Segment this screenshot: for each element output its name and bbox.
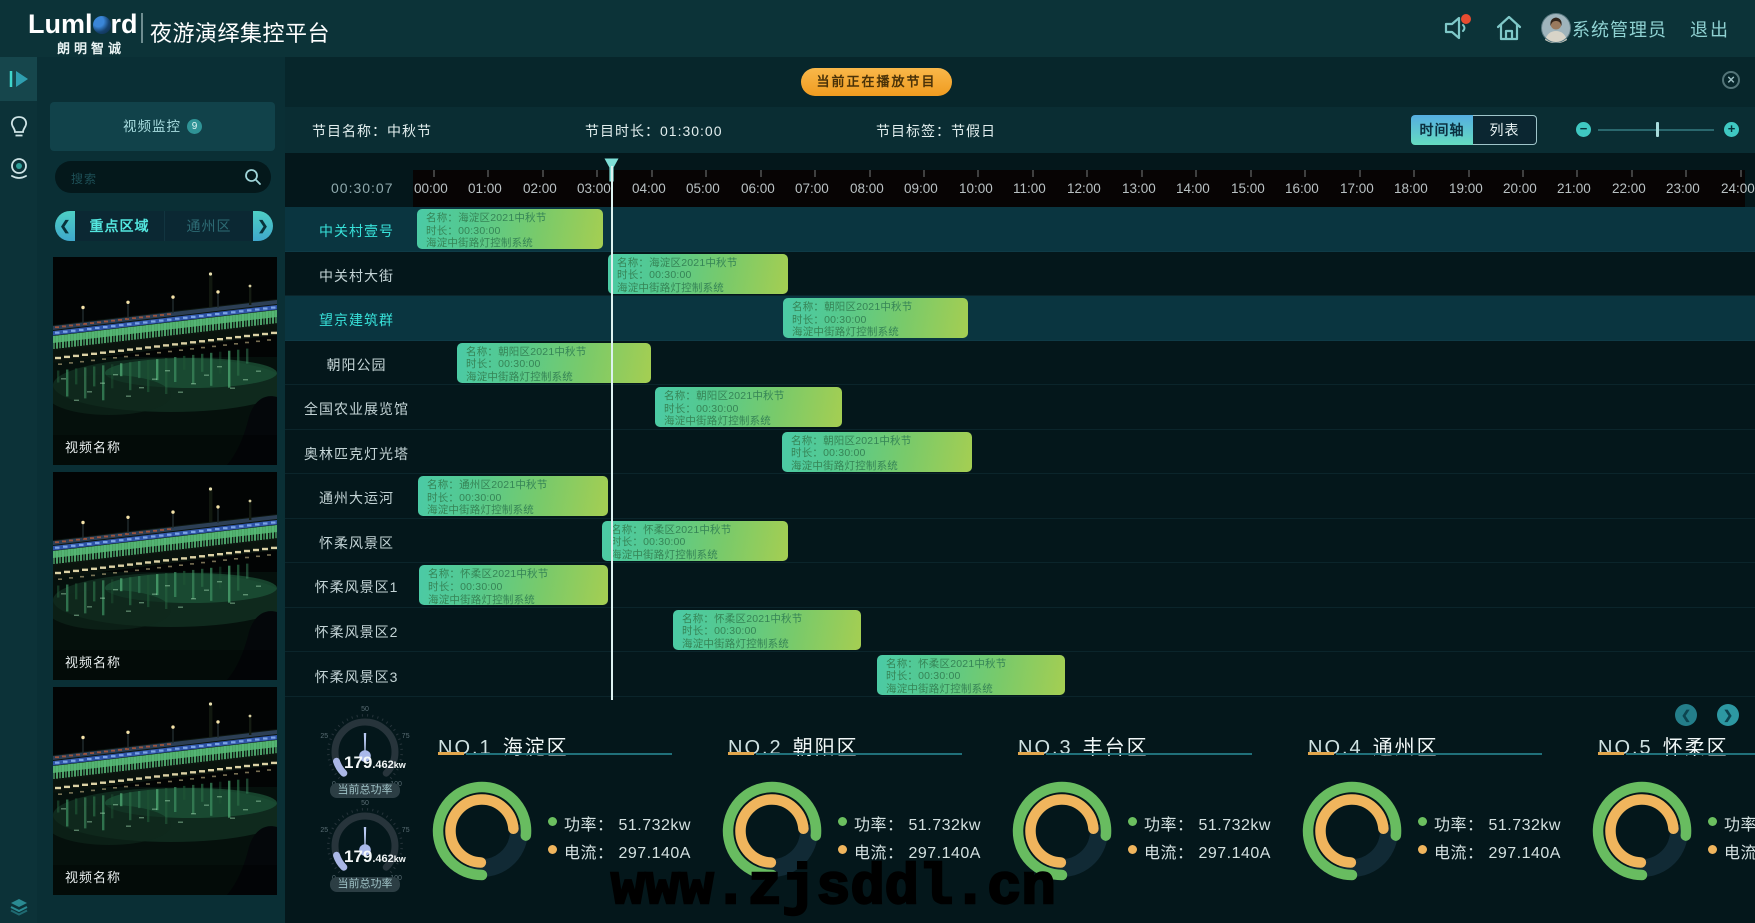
svg-text:25: 25 <box>320 827 328 834</box>
svg-text:50: 50 <box>361 706 369 713</box>
svg-text:75: 75 <box>402 733 410 740</box>
svg-text:75: 75 <box>402 827 410 834</box>
svg-text:50: 50 <box>361 800 369 807</box>
svg-text:25: 25 <box>320 733 328 740</box>
